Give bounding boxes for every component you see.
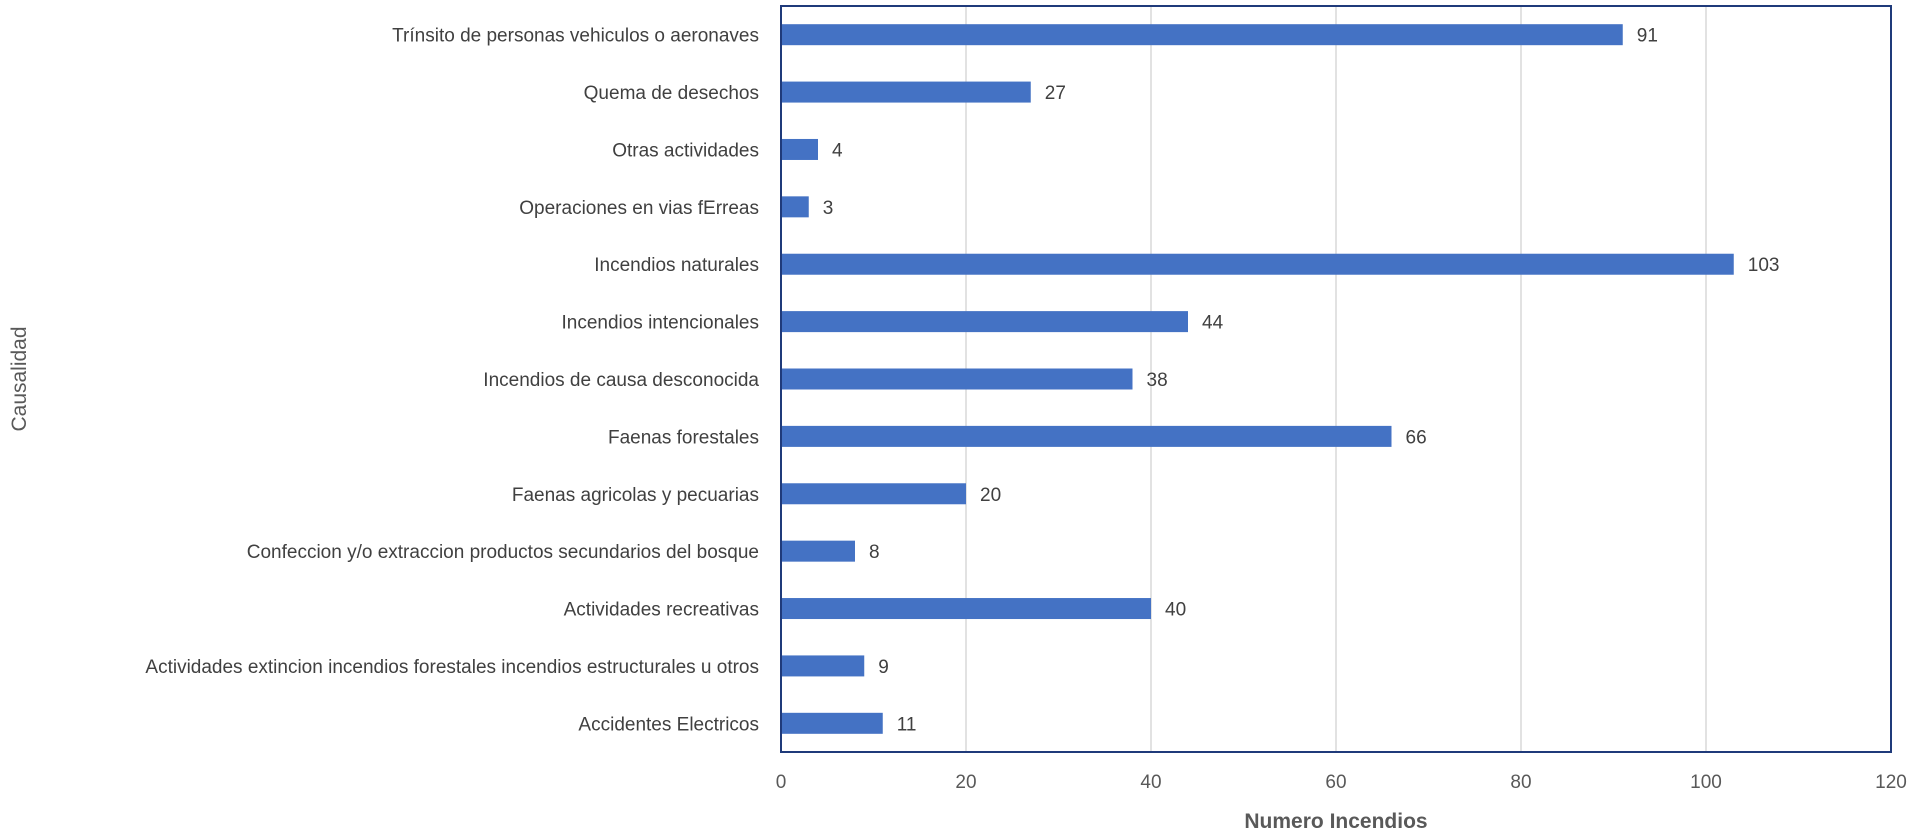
category-label-9: Confeccion y/o extraccion productos secu…: [247, 542, 759, 563]
category-label-0: Trínsito de personas vehiculos o aeronav…: [392, 26, 759, 47]
data-label-0: 91: [1637, 26, 1658, 47]
category-label-12: Accidentes Electricos: [578, 714, 759, 735]
category-label-8: Faenas agricolas y pecuarias: [512, 485, 759, 506]
data-label-10: 40: [1165, 600, 1186, 621]
bar-8: [781, 483, 966, 505]
bar-0: [781, 24, 1623, 46]
bar-5: [781, 311, 1188, 333]
plot-area-border: [780, 5, 1892, 753]
bar-3: [781, 196, 809, 218]
bar-4: [781, 253, 1734, 275]
category-label-4: Incendios naturales: [594, 255, 759, 276]
category-label-2: Otras actividades: [612, 140, 759, 161]
data-label-8: 20: [980, 485, 1001, 506]
data-label-3: 3: [823, 198, 834, 219]
data-label-9: 8: [869, 542, 880, 563]
y-axis-title: Causalidad: [8, 326, 31, 431]
x-tick-label-60: 60: [1325, 772, 1346, 793]
category-label-1: Quema de desechos: [584, 83, 759, 104]
category-label-11: Actividades extincion incendios forestal…: [145, 657, 759, 678]
x-tick-label-0: 0: [776, 772, 787, 793]
bar-7: [781, 425, 1392, 447]
bar-2: [781, 138, 818, 160]
bar-1: [781, 81, 1031, 103]
category-label-5: Incendios intencionales: [561, 313, 759, 334]
data-label-6: 38: [1147, 370, 1168, 391]
bar-11: [781, 655, 865, 677]
data-label-7: 66: [1406, 427, 1427, 448]
x-tick-label-100: 100: [1690, 772, 1722, 793]
data-label-12: 11: [897, 714, 917, 735]
x-tick-label-40: 40: [1140, 772, 1161, 793]
bar-10: [781, 598, 1151, 620]
category-label-7: Faenas forestales: [608, 427, 759, 448]
category-label-10: Actividades recreativas: [564, 600, 759, 621]
category-labels: Trínsito de personas vehiculos o aeronav…: [145, 26, 759, 736]
x-tick-labels: 0 20 40 60 80 100 120: [776, 772, 1907, 793]
data-labels: 91 27 4 3 103 44 38 66 20 8 40 9 11: [823, 26, 1780, 736]
x-axis-title: Numero Incendios: [1244, 810, 1427, 833]
bar-12: [781, 712, 883, 734]
x-tick-label-80: 80: [1510, 772, 1531, 793]
data-label-11: 9: [878, 657, 889, 678]
x-tick-label-120: 120: [1875, 772, 1907, 793]
bars: [781, 24, 1734, 734]
data-label-1: 27: [1045, 83, 1066, 104]
data-label-4: 103: [1748, 255, 1780, 276]
data-label-2: 4: [832, 140, 843, 161]
data-label-5: 44: [1202, 313, 1224, 334]
bar-6: [781, 368, 1133, 390]
category-label-6: Incendios de causa desconocida: [483, 370, 759, 391]
x-tick-label-20: 20: [955, 772, 976, 793]
bar-9: [781, 540, 855, 562]
category-label-3: Operaciones en vias fErreas: [519, 198, 759, 219]
